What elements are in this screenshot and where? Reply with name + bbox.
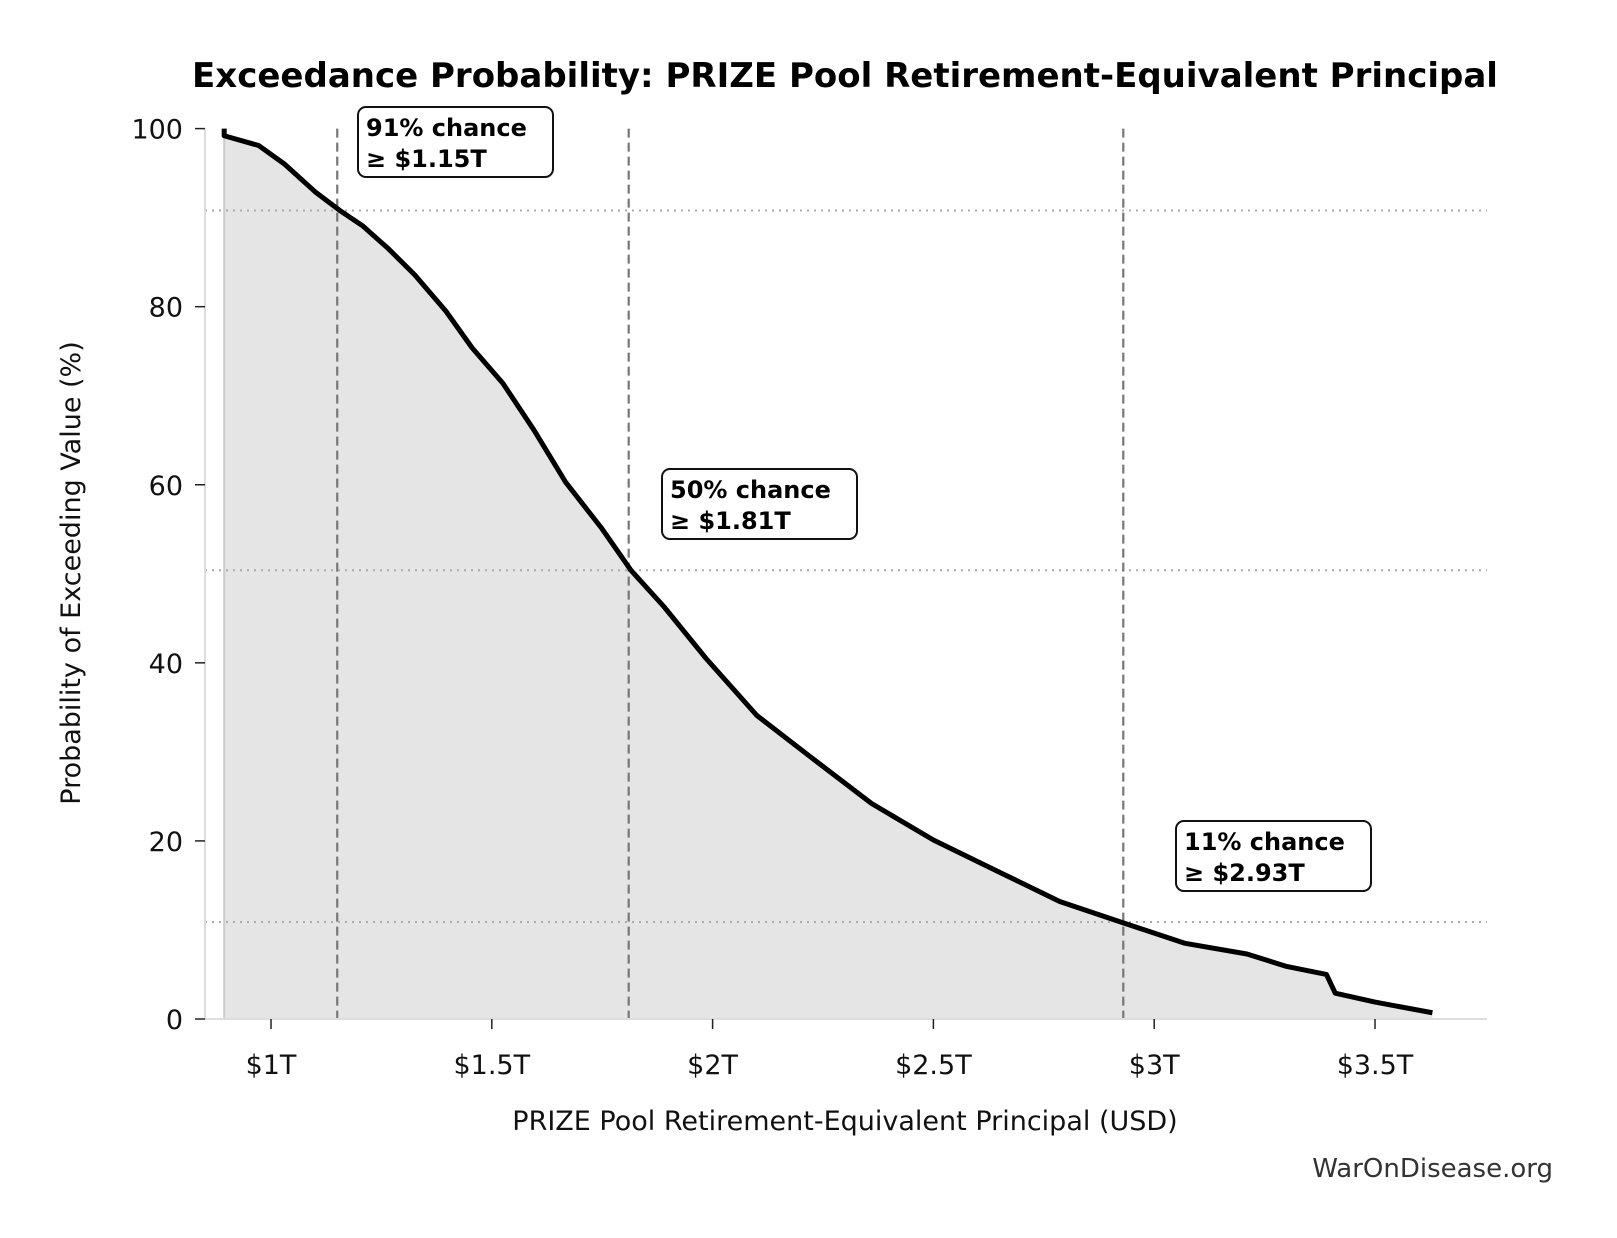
x-tick-label: $2.5T: [895, 1050, 972, 1081]
y-tick-label: 60: [149, 471, 183, 502]
plot-area: $1T $1.5T $2T $2.5T $3T $3.5T 0 20 40 60 80 100 91% …: [131, 106, 1487, 1081]
annotation-box-0: [357, 106, 554, 178]
y-tick-label: 0: [166, 1005, 183, 1036]
watermark: WarOnDisease.org: [1312, 1154, 1553, 1184]
y-tick-label: 80: [149, 293, 183, 324]
y-tick-label: 40: [149, 649, 183, 680]
annotation-line1: 50% chance: [670, 476, 831, 504]
annotation-line1: 11% chance: [1184, 828, 1345, 856]
exceedance-curve: [221, 128, 1433, 1016]
x-axis-label: PRIZE Pool Retirement-Equivalent Princip…: [512, 1106, 1177, 1137]
area-fill: [224, 128, 1433, 1020]
y-tick-label: 100: [131, 115, 183, 146]
x-tick-label: $1T: [246, 1050, 297, 1081]
annotation-box-2: [1175, 820, 1372, 892]
annotation-box-1: [661, 468, 858, 540]
y-axis-label: Probability of Exceeding Value (%): [56, 341, 87, 804]
annotation-line2: ≥ $2.93T: [1184, 859, 1305, 887]
chart-title: Exceedance Probability: PRIZE Pool Retir…: [192, 56, 1498, 96]
x-tick-label: $3T: [1129, 1050, 1180, 1081]
annotation-line1: 91% chance: [366, 114, 527, 142]
y-tick-label: 20: [149, 827, 183, 858]
x-tick-label: $3.5T: [1337, 1050, 1414, 1081]
annotation-line2: ≥ $1.15T: [366, 145, 487, 173]
x-tick-label: $1.5T: [453, 1050, 530, 1081]
annotation-line2: ≥ $1.81T: [670, 507, 791, 535]
x-tick-label: $2T: [687, 1050, 738, 1081]
